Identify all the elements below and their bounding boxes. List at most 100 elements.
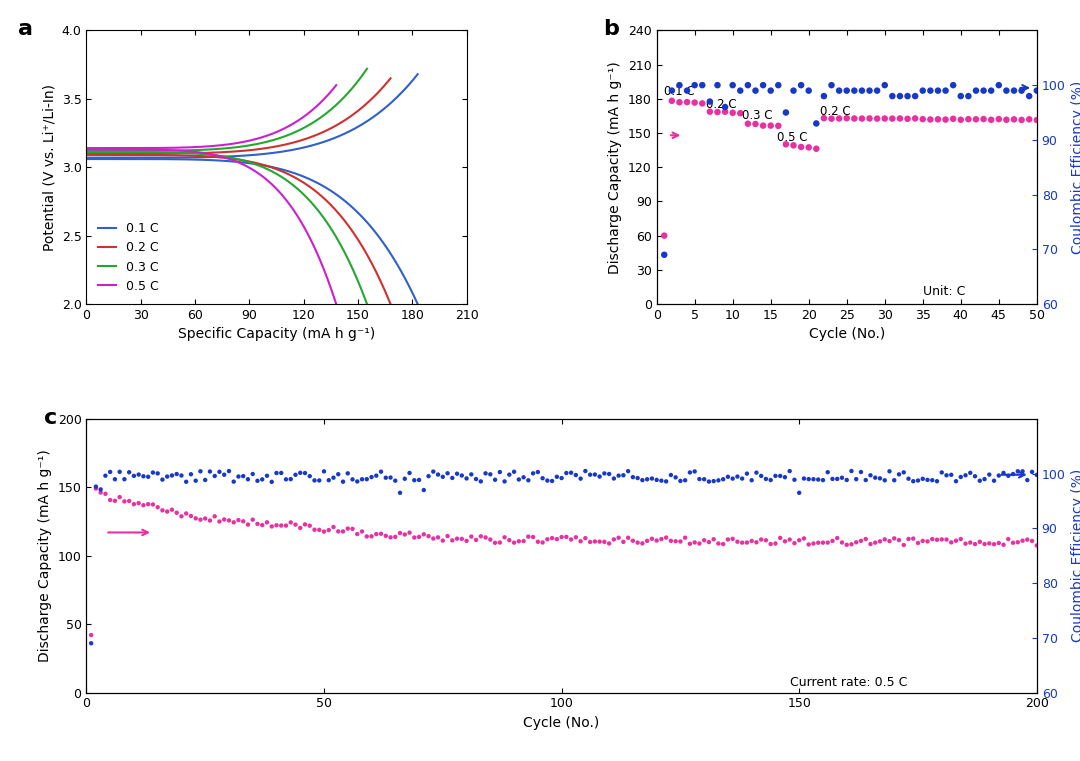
Point xyxy=(876,79,893,91)
Point xyxy=(534,537,551,549)
Point xyxy=(831,84,848,97)
Y-axis label: Discharge Capacity (mA h g⁻¹): Discharge Capacity (mA h g⁻¹) xyxy=(38,449,52,662)
Point xyxy=(771,532,788,544)
Point xyxy=(866,472,883,484)
Point xyxy=(349,476,366,488)
Point xyxy=(116,495,133,508)
Point xyxy=(1013,114,1030,126)
Point xyxy=(1009,465,1026,477)
Point xyxy=(731,107,748,119)
Text: Current rate: 0.5 C: Current rate: 0.5 C xyxy=(789,676,907,689)
Point xyxy=(87,480,105,492)
Point xyxy=(234,470,252,482)
Point xyxy=(886,474,903,486)
Point xyxy=(747,84,765,97)
Y-axis label: Discharge Capacity (mA h g⁻¹): Discharge Capacity (mA h g⁻¹) xyxy=(608,61,622,274)
Point xyxy=(842,538,860,550)
Point xyxy=(477,531,495,543)
Point xyxy=(810,473,827,486)
Point xyxy=(377,472,394,484)
Point xyxy=(206,510,224,522)
Point xyxy=(777,471,794,483)
Point xyxy=(906,90,923,102)
Point xyxy=(909,474,927,486)
Point xyxy=(529,466,546,478)
Point xyxy=(823,79,840,91)
Point xyxy=(824,473,841,485)
Point xyxy=(971,536,988,548)
Point xyxy=(525,467,542,479)
Point xyxy=(610,470,627,482)
Point xyxy=(424,533,442,545)
Point xyxy=(482,533,499,546)
Point xyxy=(739,537,756,549)
Point xyxy=(658,531,675,543)
Point xyxy=(145,466,162,479)
Point xyxy=(586,469,604,481)
Point xyxy=(168,507,186,519)
Point xyxy=(629,472,646,484)
Point xyxy=(985,538,1002,550)
Point xyxy=(937,533,955,546)
Point xyxy=(819,537,836,549)
Point xyxy=(382,531,400,543)
Point xyxy=(733,473,751,485)
Point xyxy=(793,79,810,91)
Point xyxy=(163,470,180,482)
Point xyxy=(197,512,214,524)
Point xyxy=(363,471,380,483)
Point xyxy=(729,470,746,482)
Point xyxy=(272,466,289,479)
Point xyxy=(596,536,613,548)
Point xyxy=(791,534,808,546)
Point xyxy=(359,530,376,543)
Point xyxy=(367,470,384,482)
Point xyxy=(1018,533,1036,546)
Text: 0.2 C: 0.2 C xyxy=(706,98,737,111)
Point xyxy=(605,473,622,485)
Point xyxy=(482,468,499,480)
Point xyxy=(382,472,400,484)
Point xyxy=(477,467,495,479)
Point xyxy=(406,474,423,486)
Point xyxy=(325,472,342,484)
Point xyxy=(468,533,485,546)
Point xyxy=(153,505,171,517)
Point xyxy=(881,465,899,477)
Point xyxy=(786,537,804,549)
Point xyxy=(743,474,760,486)
Point xyxy=(505,466,523,478)
Point xyxy=(710,474,727,486)
Point xyxy=(921,84,939,97)
Point xyxy=(968,84,985,97)
Point xyxy=(638,535,656,547)
Point xyxy=(1028,469,1045,481)
Point xyxy=(923,533,941,545)
Point xyxy=(230,470,247,482)
Point xyxy=(396,528,414,540)
Point xyxy=(876,533,893,546)
Point xyxy=(990,470,1008,482)
Point xyxy=(716,106,733,118)
Point xyxy=(130,497,147,509)
Text: 0.1 C: 0.1 C xyxy=(664,85,694,98)
Point xyxy=(339,523,356,535)
Point xyxy=(510,473,527,486)
Point xyxy=(496,531,513,543)
Point xyxy=(254,473,271,486)
Point xyxy=(770,119,787,132)
Point xyxy=(872,473,889,485)
Point xyxy=(890,534,907,546)
Point xyxy=(693,79,711,91)
Point xyxy=(705,475,723,487)
Point xyxy=(615,536,632,548)
X-axis label: Cycle (No.): Cycle (No.) xyxy=(809,327,885,342)
Point xyxy=(842,465,860,477)
Point xyxy=(672,536,689,548)
Point xyxy=(981,469,998,481)
Point xyxy=(852,466,869,478)
Point xyxy=(130,469,147,481)
Point xyxy=(919,474,936,486)
Point xyxy=(846,113,863,125)
Point xyxy=(410,531,428,543)
